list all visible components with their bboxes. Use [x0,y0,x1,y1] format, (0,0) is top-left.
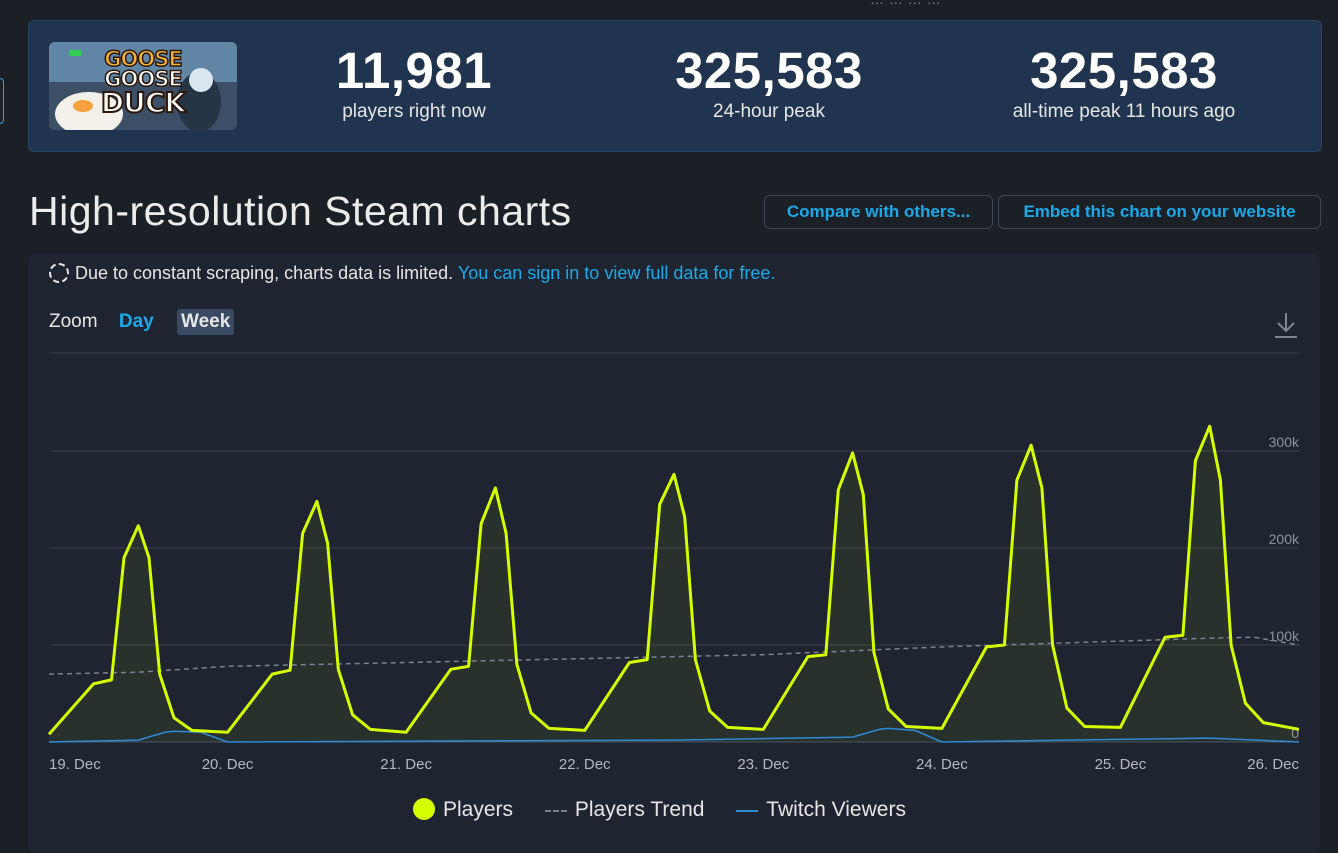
sign-in-link[interactable]: You can sign in to view full data for fr… [457,263,776,283]
stat-value: 325,583 [675,42,863,99]
zoom-day-button[interactable]: Day [118,311,154,332]
y-tick-label: 300k [1269,434,1300,450]
stat-value: 325,583 [1030,42,1218,99]
x-tick-label: 24. Dec [916,756,968,773]
zoom-label: Zoom [49,311,98,332]
series-line-players [47,424,1300,736]
legend-label: Twitch Viewers [766,798,906,822]
legend-item-players[interactable]: Players [413,798,513,822]
stat-all-time-peak: 325,583 all-time peak 11 hours ago [989,43,1259,123]
x-tick-label: 20. Dec [202,756,254,773]
x-tick-label: 25. Dec [1095,756,1147,773]
legend-marker-trend [544,809,567,812]
y-tick-label: 0 [1291,725,1299,741]
players-chart[interactable]: 0 100k 200k 300k 19. Dec 20. Dec 21. Dec 22. De… [28,253,1320,793]
x-tick-label: 22. Dec [559,756,611,773]
stat-value: 11,981 [335,42,493,99]
notice-text: Due to constant scraping, charts data is… [75,263,454,283]
zoom-week-button[interactable]: Week [177,309,235,335]
legend-label: Players Trend [574,798,705,822]
download-icon[interactable] [1273,311,1299,339]
legend-item-trend[interactable]: Players Trend [544,798,705,822]
compare-button[interactable]: Compare with others... [764,195,993,229]
y-tick-label: 100k [1269,628,1300,644]
chart-panel: Due to constant scraping, charts data is… [28,253,1320,853]
x-tick-label: 26. Dec [1247,756,1299,773]
game-cover-art [49,42,237,130]
stat-label: all-time peak 11 hours ago [1012,101,1236,122]
top-faint-text: … … … … [870,0,941,7]
series-line-twitch-viewers [48,727,1300,743]
chart-legend: Players Players Trend Twitch Viewers [413,798,932,822]
y-tick-label: 200k [1269,531,1300,547]
legend-marker-twitch [736,809,759,812]
page-title: High-resolution Steam charts [29,188,572,234]
stat-players-now: 11,981 players right now [329,43,499,123]
left-edge-tab[interactable] [0,78,4,124]
game-title-line2: GOOSE [104,66,184,91]
legend-label: Players [443,798,514,822]
game-title-line1: GOOSE [104,47,184,71]
stat-label: 24-hour peak [713,101,825,122]
embed-chart-button[interactable]: Embed this chart on your website [998,195,1321,229]
game-title-logo: GOOSE GOOSE DUCK [49,47,237,119]
data-limit-notice: Due to constant scraping, charts data is… [49,263,775,284]
x-tick-label: 23. Dec [737,756,789,773]
legend-marker-players [413,798,435,821]
game-cover-image[interactable]: GOOSE GOOSE DUCK [49,42,237,130]
players-area [49,426,1299,742]
stat-24h-peak: 325,583 24-hour peak [659,43,879,123]
x-tick-label: 19. Dec [49,756,101,773]
spinner-icon [49,263,69,283]
stats-banner: GOOSE GOOSE DUCK 11,981 players right no… [28,20,1322,152]
legend-item-twitch[interactable]: Twitch Viewers [736,798,906,822]
top-strip: … … … … [0,0,1338,18]
stat-label: players right now [342,101,486,122]
game-title-line3: DUCK [100,85,187,119]
x-tick-label: 21. Dec [380,756,432,773]
zoom-controls: Zoom Day Week [49,309,235,335]
